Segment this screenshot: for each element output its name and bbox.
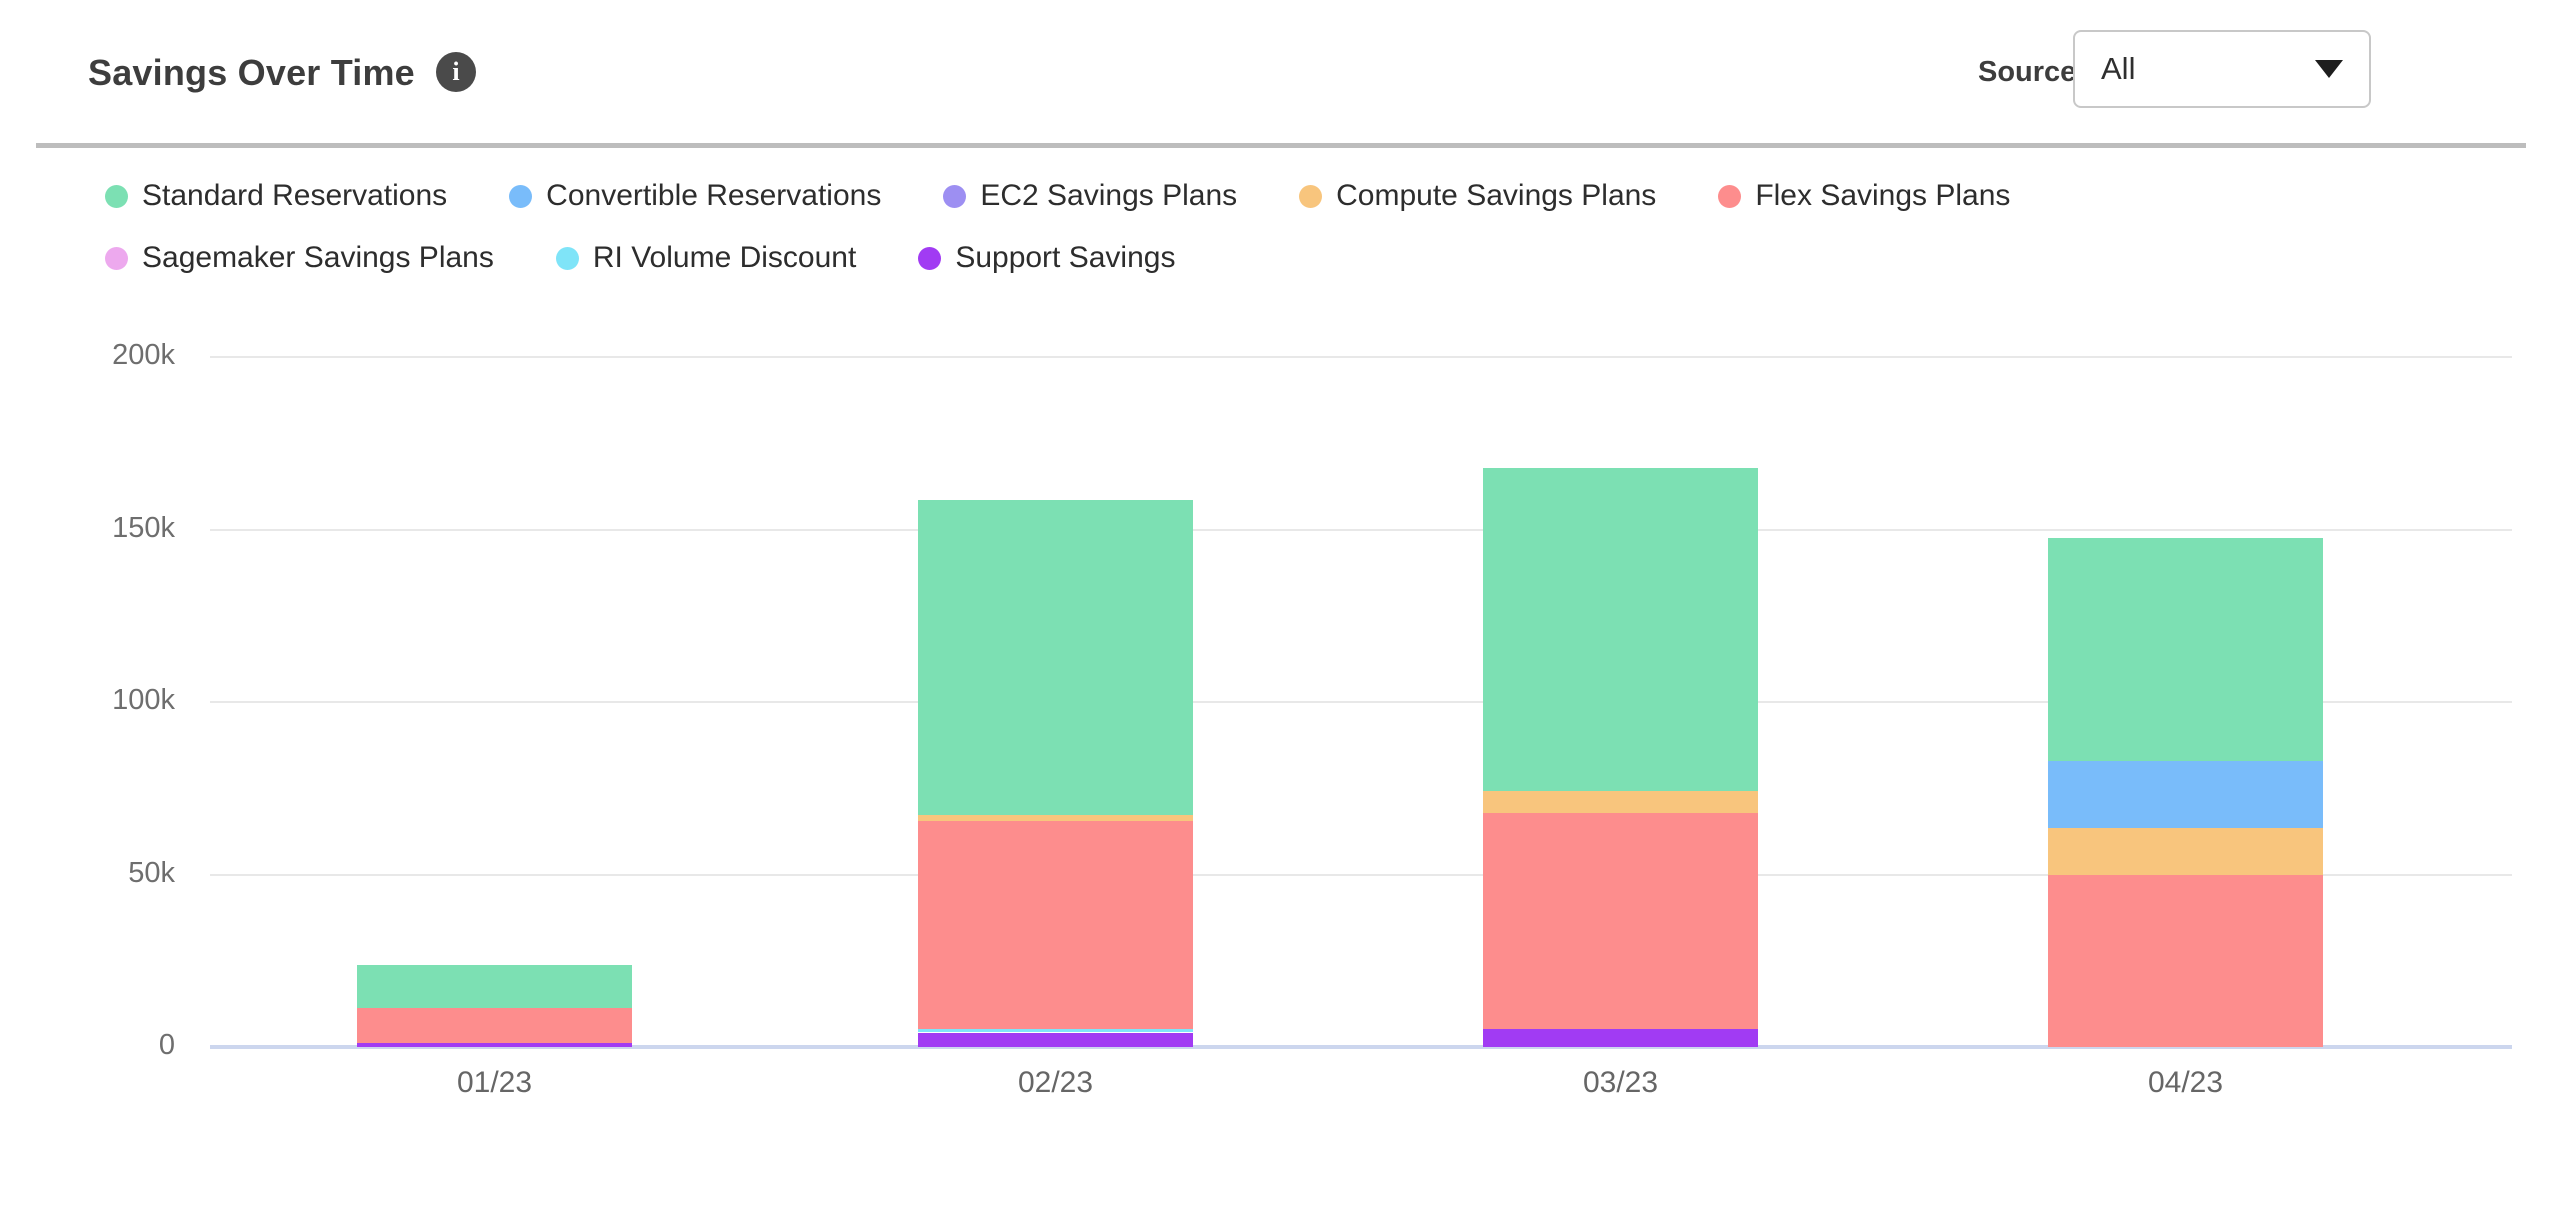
legend-item-support-savings[interactable]: Support Savings: [918, 238, 1175, 278]
bar-segment-support-savings-02-23[interactable]: [918, 1032, 1193, 1047]
bar-segment-ri-volume-discount-02-23[interactable]: [918, 1028, 1193, 1033]
source-dropdown[interactable]: All: [2073, 30, 2371, 108]
legend-item-compute-savings-plans[interactable]: Compute Savings Plans: [1299, 176, 1656, 216]
legend-label-flex-savings-plans: Flex Savings Plans: [1755, 179, 2011, 212]
info-icon[interactable]: i: [436, 52, 476, 92]
bar-segment-standard-reservations-01-23[interactable]: [357, 965, 632, 1008]
bar-segment-convertible-reservations-04-23[interactable]: [2048, 760, 2323, 828]
legend-label-compute-savings-plans: Compute Savings Plans: [1336, 179, 1657, 212]
bar-segment-flex-savings-plans-04-23[interactable]: [2048, 875, 2323, 1047]
legend-item-sagemaker-savings-plans[interactable]: Sagemaker Savings Plans: [105, 238, 494, 278]
legend-dot-support-savings: [918, 246, 942, 270]
source-label: Source:: [1978, 56, 2086, 88]
page-title: Savings Over Time: [88, 52, 415, 93]
legend-item-convertible-reservations[interactable]: Convertible Reservations: [509, 176, 881, 216]
ytick-label-150k: 150k: [112, 511, 175, 544]
legend-item-standard-reservations[interactable]: Standard Reservations: [105, 176, 447, 216]
legend-label-standard-reservations: Standard Reservations: [142, 179, 448, 212]
legend-dot-standard-reservations: [105, 184, 128, 208]
legend-dot-sagemaker-savings-plans: [105, 246, 128, 270]
gridline-50k: [210, 873, 2512, 876]
legend-label-ri-volume-discount: RI Volume Discount: [592, 241, 857, 274]
legend-item-ec2-savings-plans[interactable]: EC2 Savings Plans: [943, 176, 1237, 216]
bar-segment-compute-savings-plans-04-23[interactable]: [2048, 827, 2323, 876]
legend-label-sagemaker-savings-plans: Sagemaker Savings Plans: [142, 241, 494, 274]
legend-label-ec2-savings-plans: EC2 Savings Plans: [980, 179, 1238, 212]
legend-dot-convertible-reservations: [509, 184, 533, 208]
xtick-label-01-23: 01/23: [456, 1066, 533, 1099]
ytick-label-200k: 200k: [112, 339, 175, 371]
chart-legend: Standard Reservations Convertible Reserva…: [105, 176, 2305, 278]
xtick-label-04-23: 04/23: [2147, 1066, 2224, 1099]
legend-label-convertible-reservations: Convertible Reservations: [546, 179, 882, 212]
bar-segment-flex-savings-plans-01-23[interactable]: [357, 1008, 632, 1043]
legend-label-support-savings: Support Savings: [955, 241, 1176, 274]
legend-dot-compute-savings-plans: [1299, 184, 1323, 208]
xtick-label-03-23: 03/23: [1582, 1066, 1659, 1099]
ytick-label-100k: 100k: [112, 684, 175, 716]
legend-dot-ri-volume-discount: [555, 246, 579, 270]
bar-segment-compute-savings-plans-02-23[interactable]: [918, 814, 1193, 822]
bar-segment-support-savings-03-23[interactable]: [1483, 1029, 1758, 1047]
gridline-200k: [210, 356, 2512, 358]
x-axis-line: [210, 1045, 2512, 1049]
header-divider: [36, 143, 2526, 148]
bar-segment-support-savings-01-23[interactable]: [357, 1042, 632, 1047]
source-dropdown-value: All: [2101, 51, 2136, 86]
bar-segment-standard-reservations-02-23[interactable]: [918, 500, 1193, 815]
gridline-100k: [210, 701, 2512, 703]
bar-segment-standard-reservations-03-23[interactable]: [1483, 468, 1758, 791]
bar-segment-standard-reservations-04-23[interactable]: [2048, 538, 2323, 761]
legend-item-flex-savings-plans[interactable]: Flex Savings Plans: [1718, 176, 2010, 216]
legend-dot-ec2-savings-plans: [943, 184, 967, 208]
bar-segment-flex-savings-plans-03-23[interactable]: [1483, 813, 1758, 1030]
ytick-label-50k: 50k: [128, 856, 175, 889]
bar-segment-flex-savings-plans-02-23[interactable]: [918, 821, 1193, 1029]
bar-segment-compute-savings-plans-03-23[interactable]: [1483, 791, 1758, 814]
chevron-down-icon: [2315, 60, 2343, 78]
xtick-label-02-23: 02/23: [1017, 1066, 1094, 1099]
ytick-label-0: 0: [158, 1029, 175, 1061]
legend-item-ri-volume-discount[interactable]: RI Volume Discount: [555, 238, 857, 278]
legend-dot-flex-savings-plans: [1718, 184, 1742, 208]
gridline-150k: [210, 528, 2512, 531]
